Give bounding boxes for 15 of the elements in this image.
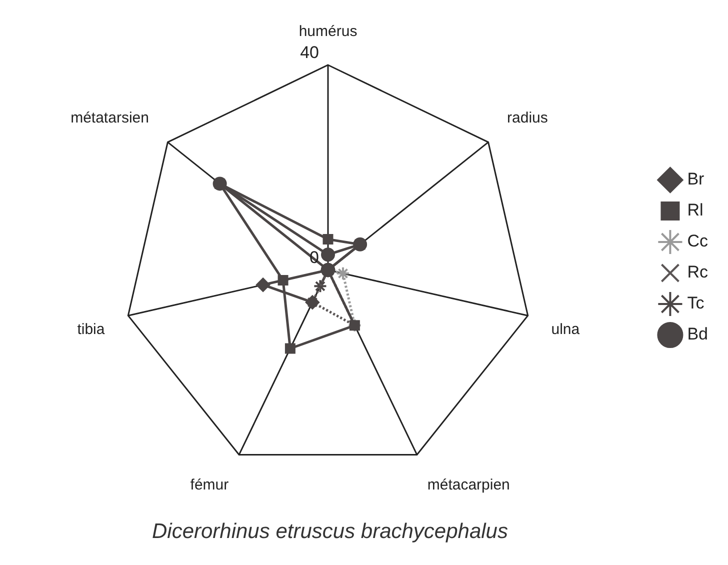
legend-label: Tc xyxy=(687,294,705,313)
legend-label: Rc xyxy=(687,262,708,282)
legend-label: Br xyxy=(687,170,705,189)
legend-label: Bd xyxy=(687,324,708,344)
y-tick-label: 40 xyxy=(300,43,319,62)
spoke-label: tibia xyxy=(77,321,106,338)
spoke-label: ulna xyxy=(551,321,580,338)
spoke-label: métatarsien xyxy=(70,109,149,126)
spoke-label: métacarpien xyxy=(427,476,510,494)
legend-label: Rl xyxy=(687,200,704,220)
spoke-label: radius xyxy=(507,109,548,126)
legend-label: Cc xyxy=(687,232,708,251)
spoke-label: fémur xyxy=(190,476,229,494)
spoke-label: humérus xyxy=(298,23,358,40)
text: Dicerorhinus etruscus brachycephalus xyxy=(150,520,509,544)
